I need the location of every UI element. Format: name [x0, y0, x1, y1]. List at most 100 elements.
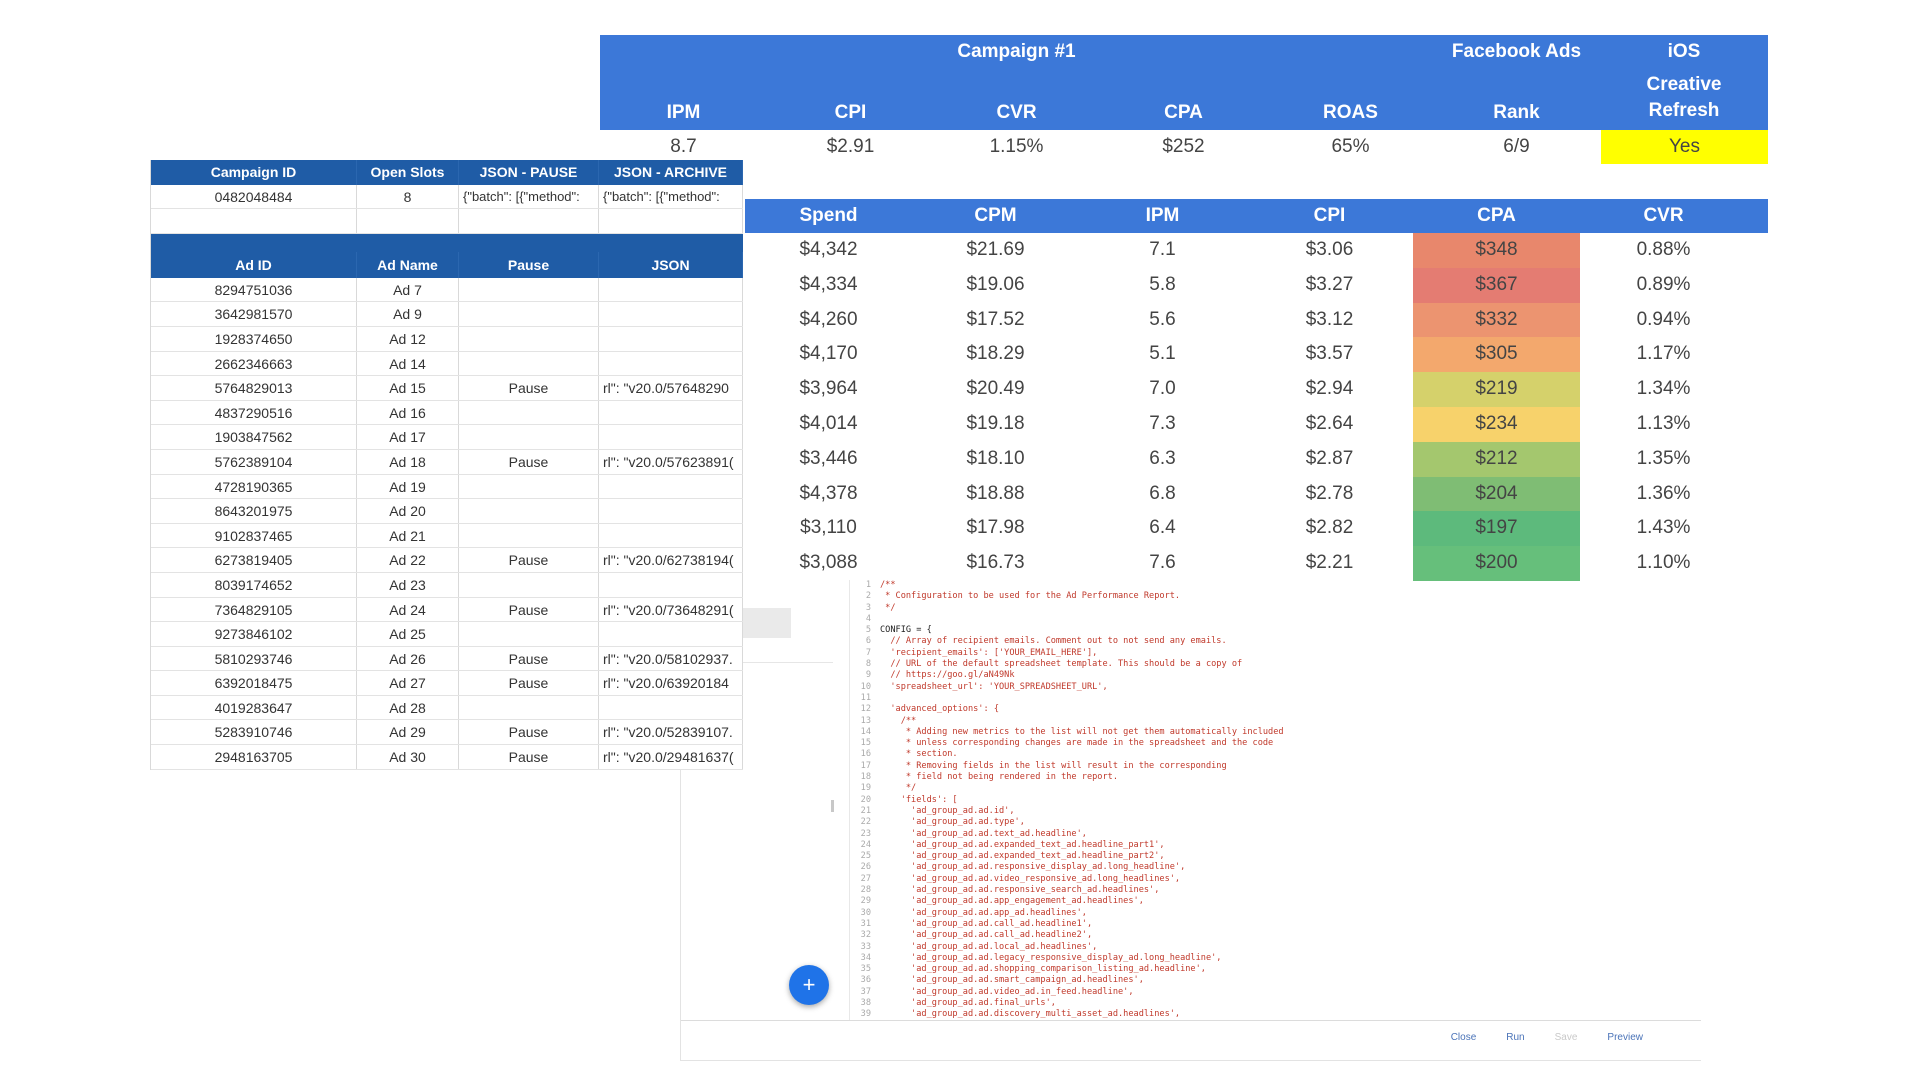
- ad-name-cell[interactable]: Ad 30: [357, 745, 459, 769]
- ad-name-cell[interactable]: Ad 18: [357, 449, 459, 474]
- ad-id-header[interactable]: Ad ID: [151, 251, 357, 278]
- pause-cell[interactable]: Pause: [459, 745, 599, 769]
- ad-id-cell[interactable]: 1928374650: [151, 326, 357, 351]
- json-cell[interactable]: [599, 695, 743, 720]
- campaign-id-cell[interactable]: 0482048484: [151, 184, 357, 209]
- pause-cell[interactable]: Pause: [459, 548, 599, 572]
- open-slots-cell[interactable]: 8: [357, 184, 459, 209]
- json-cell[interactable]: [599, 474, 743, 499]
- pause-cell[interactable]: [459, 302, 599, 326]
- pause-cell[interactable]: [459, 400, 599, 425]
- pause-cell[interactable]: Pause: [459, 449, 599, 474]
- pause-cell[interactable]: Pause: [459, 597, 599, 622]
- pause-cell[interactable]: [459, 474, 599, 499]
- json-cell[interactable]: [599, 351, 743, 376]
- empty-cell[interactable]: [357, 209, 459, 233]
- ad-name-cell[interactable]: Ad 26: [357, 646, 459, 671]
- ad-id-cell[interactable]: 5762389104: [151, 449, 357, 474]
- pause-cell[interactable]: [459, 572, 599, 597]
- json-cell[interactable]: [599, 572, 743, 597]
- ad-name-cell[interactable]: Ad 21: [357, 523, 459, 548]
- ad-name-cell[interactable]: Ad 29: [357, 720, 459, 745]
- empty-cell[interactable]: [459, 209, 599, 233]
- ad-name-cell[interactable]: Ad 16: [357, 400, 459, 425]
- json-cell[interactable]: rl": "v20.0/63920184: [599, 671, 743, 695]
- ad-name-header[interactable]: Ad Name: [357, 251, 459, 278]
- add-fab-button[interactable]: +: [789, 965, 829, 1005]
- ad-id-cell[interactable]: 4019283647: [151, 695, 357, 720]
- editor-resize-handle[interactable]: [831, 800, 834, 812]
- ad-id-cell[interactable]: 2948163705: [151, 745, 357, 769]
- ad-name-cell[interactable]: Ad 17: [357, 425, 459, 449]
- empty-cell[interactable]: [599, 209, 743, 233]
- json-cell[interactable]: [599, 523, 743, 548]
- json-pause-header[interactable]: JSON - PAUSE: [459, 160, 599, 185]
- ad-id-cell[interactable]: 5810293746: [151, 646, 357, 671]
- json-cell[interactable]: [599, 499, 743, 523]
- ad-name-cell[interactable]: Ad 25: [357, 622, 459, 646]
- json-pause-cell[interactable]: {"batch": [{"method":: [459, 184, 599, 209]
- json-cell[interactable]: rl": "v20.0/58102937.: [599, 646, 743, 671]
- ad-name-cell[interactable]: Ad 19: [357, 474, 459, 499]
- json-cell[interactable]: rl": "v20.0/73648291(: [599, 597, 743, 622]
- ad-name-cell[interactable]: Ad 20: [357, 499, 459, 523]
- pause-cell[interactable]: [459, 277, 599, 302]
- json-cell[interactable]: [599, 622, 743, 646]
- ad-name-cell[interactable]: Ad 9: [357, 302, 459, 326]
- pause-cell[interactable]: [459, 622, 599, 646]
- ad-name-cell[interactable]: Ad 23: [357, 572, 459, 597]
- json-cell[interactable]: [599, 277, 743, 302]
- pause-cell[interactable]: [459, 351, 599, 376]
- ad-name-cell[interactable]: Ad 22: [357, 548, 459, 572]
- campaign-id-header[interactable]: Campaign ID: [151, 160, 357, 185]
- ad-id-cell[interactable]: 1903847562: [151, 425, 357, 449]
- ad-name-cell[interactable]: Ad 7: [357, 277, 459, 302]
- save-button[interactable]: Save: [1554, 1032, 1578, 1043]
- json-cell[interactable]: [599, 326, 743, 351]
- ad-id-cell[interactable]: 3642981570: [151, 302, 357, 326]
- pause-cell[interactable]: [459, 523, 599, 548]
- ad-id-cell[interactable]: 5764829013: [151, 376, 357, 400]
- ad-id-cell[interactable]: 9273846102: [151, 622, 357, 646]
- json-cell[interactable]: rl": "v20.0/57648290: [599, 376, 743, 400]
- pause-cell[interactable]: Pause: [459, 646, 599, 671]
- ad-id-cell[interactable]: 5283910746: [151, 720, 357, 745]
- pause-cell[interactable]: [459, 499, 599, 523]
- json-cell[interactable]: [599, 302, 743, 326]
- ad-id-cell[interactable]: 4728190365: [151, 474, 357, 499]
- ad-name-cell[interactable]: Ad 12: [357, 326, 459, 351]
- ad-id-cell[interactable]: 2662346663: [151, 351, 357, 376]
- empty-cell[interactable]: [151, 209, 357, 233]
- json-header[interactable]: JSON: [599, 251, 743, 278]
- ad-name-cell[interactable]: Ad 15: [357, 376, 459, 400]
- ad-name-cell[interactable]: Ad 27: [357, 671, 459, 695]
- run-button[interactable]: Run: [1506, 1032, 1525, 1043]
- pause-cell[interactable]: [459, 326, 599, 351]
- json-archive-cell[interactable]: {"batch": [{"method":: [599, 184, 743, 209]
- pause-header[interactable]: Pause: [459, 251, 599, 278]
- ad-id-cell[interactable]: 8643201975: [151, 499, 357, 523]
- ad-name-cell[interactable]: Ad 14: [357, 351, 459, 376]
- ad-name-cell[interactable]: Ad 24: [357, 597, 459, 622]
- ad-id-cell[interactable]: 4837290516: [151, 400, 357, 425]
- json-cell[interactable]: rl": "v20.0/52839107.: [599, 720, 743, 745]
- ad-id-cell[interactable]: 8039174652: [151, 572, 357, 597]
- preview-button[interactable]: Preview: [1607, 1032, 1643, 1043]
- ad-id-cell[interactable]: 9102837465: [151, 523, 357, 548]
- code-editor[interactable]: 1/** 2 * Configuration to be used for the…: [849, 580, 1699, 1020]
- pause-cell[interactable]: Pause: [459, 671, 599, 695]
- ad-id-cell[interactable]: 7364829105: [151, 597, 357, 622]
- json-cell[interactable]: rl": "v20.0/29481637(: [599, 745, 743, 769]
- pause-cell[interactable]: [459, 425, 599, 449]
- json-archive-header[interactable]: JSON - ARCHIVE: [599, 160, 743, 185]
- json-cell[interactable]: [599, 400, 743, 425]
- open-slots-header[interactable]: Open Slots: [357, 160, 459, 185]
- pause-cell[interactable]: Pause: [459, 376, 599, 400]
- ad-id-cell[interactable]: 6273819405: [151, 548, 357, 572]
- ad-id-cell[interactable]: 8294751036: [151, 277, 357, 302]
- pause-cell[interactable]: Pause: [459, 720, 599, 745]
- json-cell[interactable]: rl": "v20.0/57623891(: [599, 449, 743, 474]
- close-button[interactable]: Close: [1450, 1032, 1477, 1043]
- json-cell[interactable]: rl": "v20.0/62738194(: [599, 548, 743, 572]
- ad-name-cell[interactable]: Ad 28: [357, 695, 459, 720]
